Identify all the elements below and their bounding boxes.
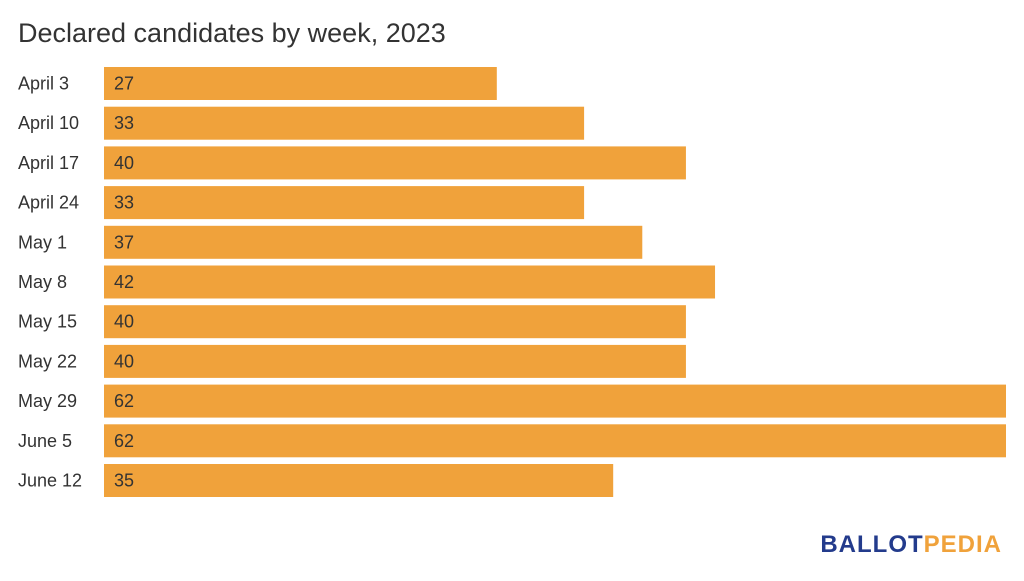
category-label: April 17 [18, 153, 79, 173]
bar [104, 424, 1006, 458]
ballotpedia-logo: BALLOTPEDIA [820, 531, 1002, 559]
bar [104, 186, 585, 220]
value-label: 42 [114, 272, 134, 292]
value-label: 62 [114, 391, 134, 411]
value-label: 33 [114, 113, 134, 133]
logo-text-pedia: PEDIA [923, 531, 1002, 558]
value-label: 33 [114, 193, 134, 213]
value-label: 35 [114, 471, 134, 491]
value-label: 40 [114, 153, 134, 173]
bar [104, 106, 585, 140]
logo-text-ballot: BALLOT [820, 531, 924, 558]
value-label: 37 [114, 232, 134, 252]
bar [104, 384, 1006, 418]
bar [104, 146, 686, 180]
chart-title: Declared candidates by week, 2023 [18, 18, 446, 48]
bar [104, 225, 643, 259]
category-label: June 12 [18, 471, 82, 491]
category-label: June 5 [18, 431, 72, 451]
category-label: May 8 [18, 272, 67, 292]
category-label: May 15 [18, 312, 77, 332]
bar [104, 305, 686, 339]
category-label: April 24 [18, 193, 79, 213]
value-label: 62 [114, 431, 134, 451]
category-label: April 10 [18, 113, 79, 133]
category-label: May 22 [18, 351, 77, 371]
value-label: 27 [114, 74, 134, 94]
category-label: May 29 [18, 391, 77, 411]
bar [104, 464, 614, 497]
category-label: May 1 [18, 232, 67, 252]
bar [104, 344, 686, 378]
category-label: April 3 [18, 74, 69, 94]
value-label: 40 [114, 351, 134, 371]
bar [104, 67, 497, 100]
bar [104, 265, 716, 299]
value-label: 40 [114, 312, 134, 332]
